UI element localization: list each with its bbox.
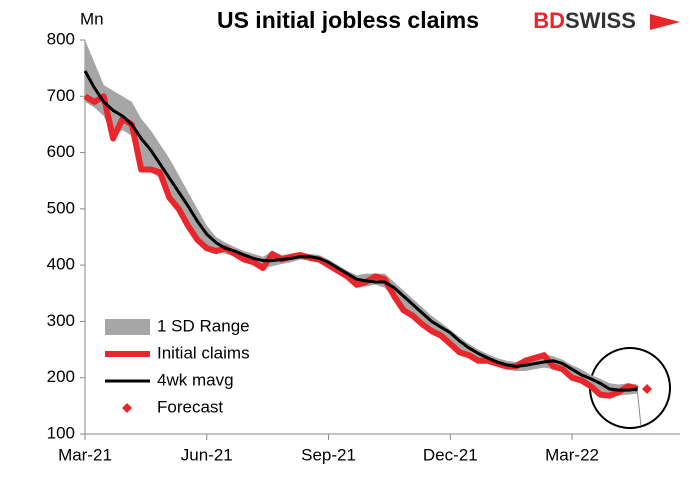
y-tick-label: 200 (47, 367, 75, 386)
legend-label: 1 SD Range (157, 316, 250, 335)
logo-arrow (650, 14, 680, 30)
legend-swatch (105, 319, 150, 335)
y-tick-label: 300 (47, 311, 75, 330)
legend-label: Forecast (157, 397, 223, 416)
legend-label: 4wk mavg (157, 370, 234, 389)
x-tick-label: Mar-21 (58, 445, 112, 464)
y-tick-label: 100 (47, 423, 75, 442)
logo-part: SWISS (565, 8, 636, 33)
y-tick-label: 400 (47, 255, 75, 274)
y-tick-label: 700 (47, 86, 75, 105)
series-line (83, 93, 639, 399)
x-tick-label: Dec-21 (423, 445, 478, 464)
y-tick-label: 500 (47, 198, 75, 217)
legend-swatch (122, 403, 132, 413)
y-axis-label: Mn (80, 9, 104, 28)
x-tick-label: Sep-21 (301, 445, 356, 464)
chart-title: US initial jobless claims (217, 7, 479, 33)
pointer-line (636, 387, 642, 427)
legend-label: Initial claims (157, 343, 250, 362)
x-tick-label: Jun-21 (181, 445, 233, 464)
y-tick-label: 800 (47, 29, 75, 48)
logo-part: BD (533, 8, 565, 33)
series-line (83, 70, 638, 392)
x-tick-label: Mar-22 (545, 445, 599, 464)
y-tick-label: 600 (47, 142, 75, 161)
forecast-marker (642, 383, 652, 394)
